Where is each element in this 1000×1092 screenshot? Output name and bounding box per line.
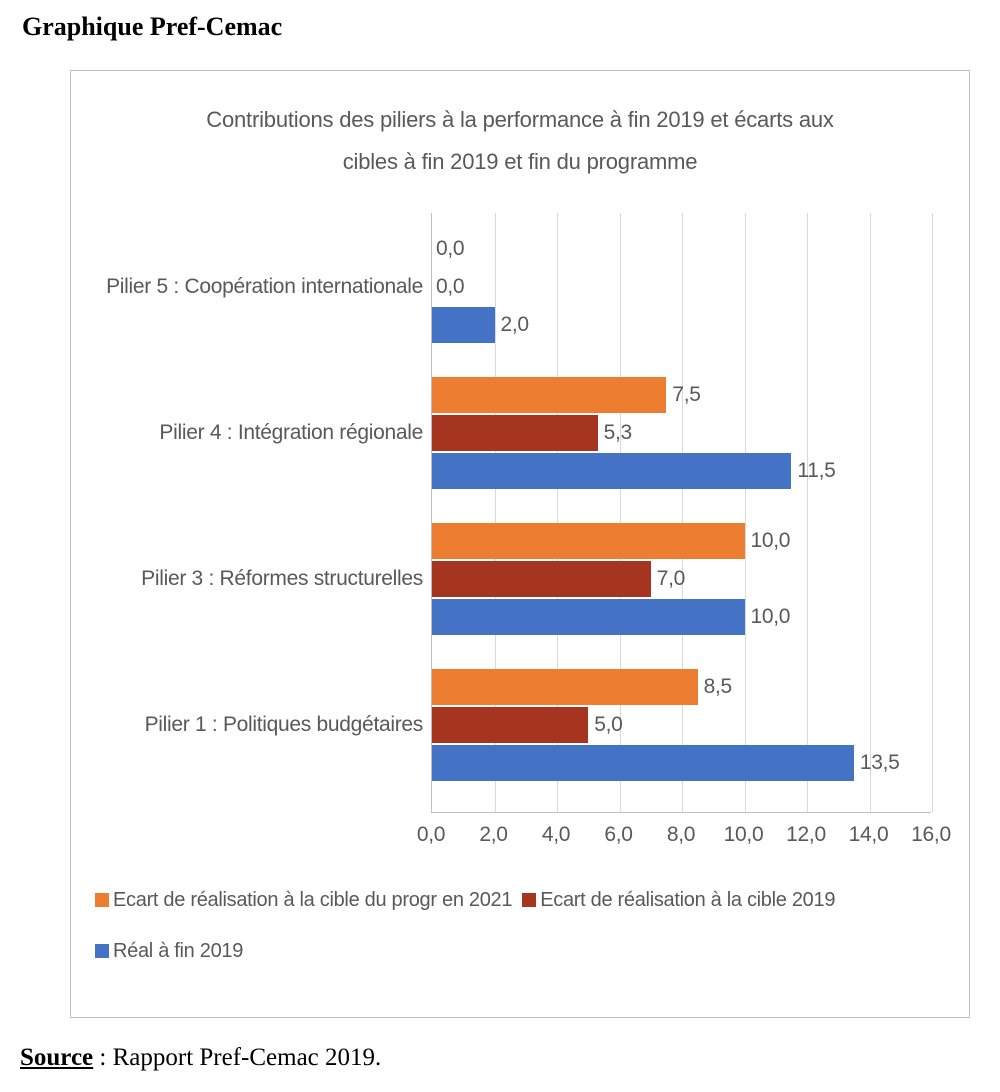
- plot-area: 0,00,02,07,55,311,510,07,010,08,55,013,5: [431, 213, 931, 813]
- x-tick-label: 6,0: [604, 823, 632, 847]
- bar-value-label: 0,0: [432, 237, 464, 261]
- bar-value-label: 10,0: [745, 605, 791, 629]
- legend-row-1: Ecart de réalisation à la cible du progr…: [95, 889, 945, 912]
- gridline: [870, 213, 871, 812]
- gridline: [932, 213, 933, 812]
- chart-title-line2: cibles à fin 2019 et fin du programme: [343, 149, 698, 174]
- legend-row-2: Réal à fin 2019: [95, 940, 945, 963]
- legend-label: Ecart de réalisation à la cible 2019: [540, 889, 835, 912]
- x-axis: 0,02,04,06,08,010,012,014,016,0: [431, 813, 931, 857]
- y-axis-labels: Pilier 5 : Coopération internationale Pil…: [91, 213, 431, 813]
- bar-value-label: 7,5: [666, 383, 700, 407]
- legend-label: Réal à fin 2019: [113, 940, 243, 963]
- bar-value-label: 0,0: [432, 275, 464, 299]
- bar-value-label: 13,5: [854, 751, 900, 775]
- bar-ecart_2021: 8,5: [432, 669, 698, 705]
- plot-wrap: Pilier 5 : Coopération internationale Pil…: [91, 213, 949, 813]
- x-tick-label: 0,0: [417, 823, 445, 847]
- bar-real_2019: 11,5: [432, 453, 791, 489]
- category-label: Pilier 5 : Coopération internationale: [106, 275, 423, 299]
- bar-real_2019: 2,0: [432, 307, 495, 343]
- x-tick-label: 16,0: [911, 823, 951, 847]
- x-tick-label: 8,0: [667, 823, 695, 847]
- legend-swatch: [95, 893, 109, 907]
- legend-item-ecart-2019: Ecart de réalisation à la cible 2019: [522, 889, 835, 912]
- x-tick-label: 4,0: [542, 823, 570, 847]
- gridline: [745, 213, 746, 812]
- bar-ecart_2019: 5,3: [432, 415, 598, 451]
- page-heading: Graphique Pref-Cemac: [22, 12, 980, 42]
- category-label: Pilier 3 : Réformes structurelles: [141, 567, 423, 591]
- x-tick-label: 14,0: [849, 823, 889, 847]
- page: Graphique Pref-Cemac Contributions des p…: [0, 0, 1000, 1092]
- bar-ecart_2021: 10,0: [432, 523, 745, 559]
- x-tick-label: 10,0: [724, 823, 764, 847]
- category-label: Pilier 1 : Politiques budgétaires: [145, 713, 423, 737]
- bar-value-label: 11,5: [791, 459, 835, 483]
- bar-real_2019: 13,5: [432, 745, 854, 781]
- legend-item-real-2019: Réal à fin 2019: [95, 940, 243, 963]
- bar-value-label: 5,3: [598, 421, 632, 445]
- source-label: Source: [20, 1044, 93, 1071]
- source-line: Source : Rapport Pref-Cemac 2019.: [20, 1044, 980, 1072]
- bar-real_2019: 10,0: [432, 599, 745, 635]
- bar-ecart_2019: 5,0: [432, 707, 588, 743]
- bar-ecart_2019: 7,0: [432, 561, 651, 597]
- x-tick-label: 12,0: [786, 823, 826, 847]
- chart-title: Contributions des piliers à la performan…: [91, 99, 949, 183]
- legend: Ecart de réalisation à la cible du progr…: [91, 887, 949, 999]
- bar-value-label: 8,5: [698, 675, 732, 699]
- legend-label: Ecart de réalisation à la cible du progr…: [113, 889, 512, 912]
- bar-ecart_2021: 7,5: [432, 377, 666, 413]
- legend-swatch: [522, 893, 536, 907]
- gridline: [682, 213, 683, 812]
- gridline: [807, 213, 808, 812]
- bar-value-label: 2,0: [495, 313, 529, 337]
- bar-value-label: 10,0: [745, 529, 791, 553]
- category-label: Pilier 4 : Intégration régionale: [159, 421, 423, 445]
- bar-value-label: 7,0: [651, 567, 685, 591]
- legend-swatch: [95, 944, 109, 958]
- chart-title-line1: Contributions des piliers à la performan…: [206, 107, 833, 132]
- x-tick-label: 2,0: [479, 823, 507, 847]
- chart-card: Contributions des piliers à la performan…: [70, 70, 970, 1018]
- bar-value-label: 5,0: [588, 713, 622, 737]
- source-text: : Rapport Pref-Cemac 2019.: [93, 1044, 381, 1071]
- legend-item-ecart-2021: Ecart de réalisation à la cible du progr…: [95, 889, 512, 912]
